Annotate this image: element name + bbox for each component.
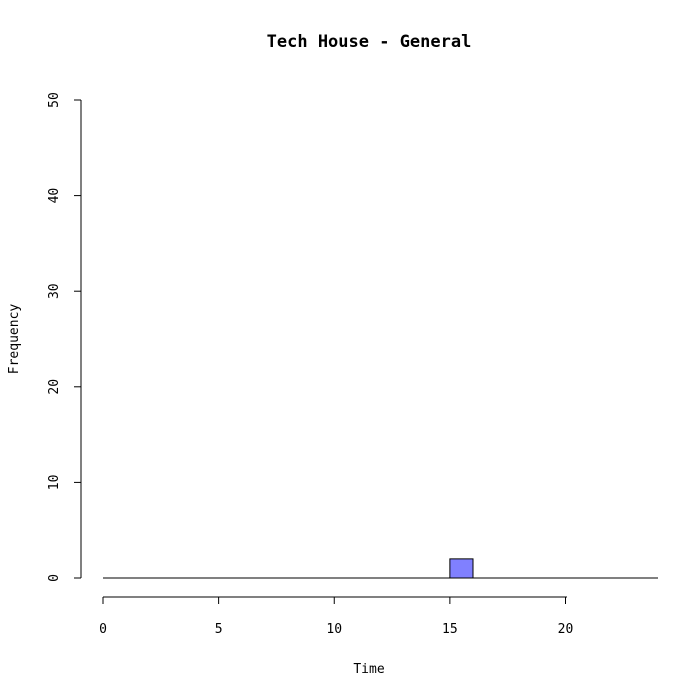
x-tick-label: 15 [442,622,458,637]
y-axis: 0 10 20 30 40 50 Frequency [7,92,82,582]
x-axis-label: Time [353,662,384,677]
y-tick-label: 30 [47,283,62,299]
y-axis-label: Frequency [7,304,22,375]
x-ticks: 0 5 10 15 20 [99,597,573,637]
y-tick-label: 10 [47,475,62,491]
y-tick-label: 40 [47,188,62,204]
y-tick-label: 0 [47,574,62,582]
x-axis: 0 5 10 15 20 Time [99,596,573,677]
bars [449,558,474,579]
x-tick-label: 20 [558,622,574,637]
y-tick-label: 20 [47,379,62,395]
x-tick-label: 0 [99,622,107,637]
chart-title: Tech House - General [267,32,472,52]
y-ticks: 0 10 20 30 40 50 [47,92,81,582]
y-tick-label: 50 [47,92,62,108]
x-tick-label: 10 [326,622,342,637]
plot-area [103,558,658,579]
histogram-bar [449,558,474,579]
x-tick-label: 5 [215,622,223,637]
